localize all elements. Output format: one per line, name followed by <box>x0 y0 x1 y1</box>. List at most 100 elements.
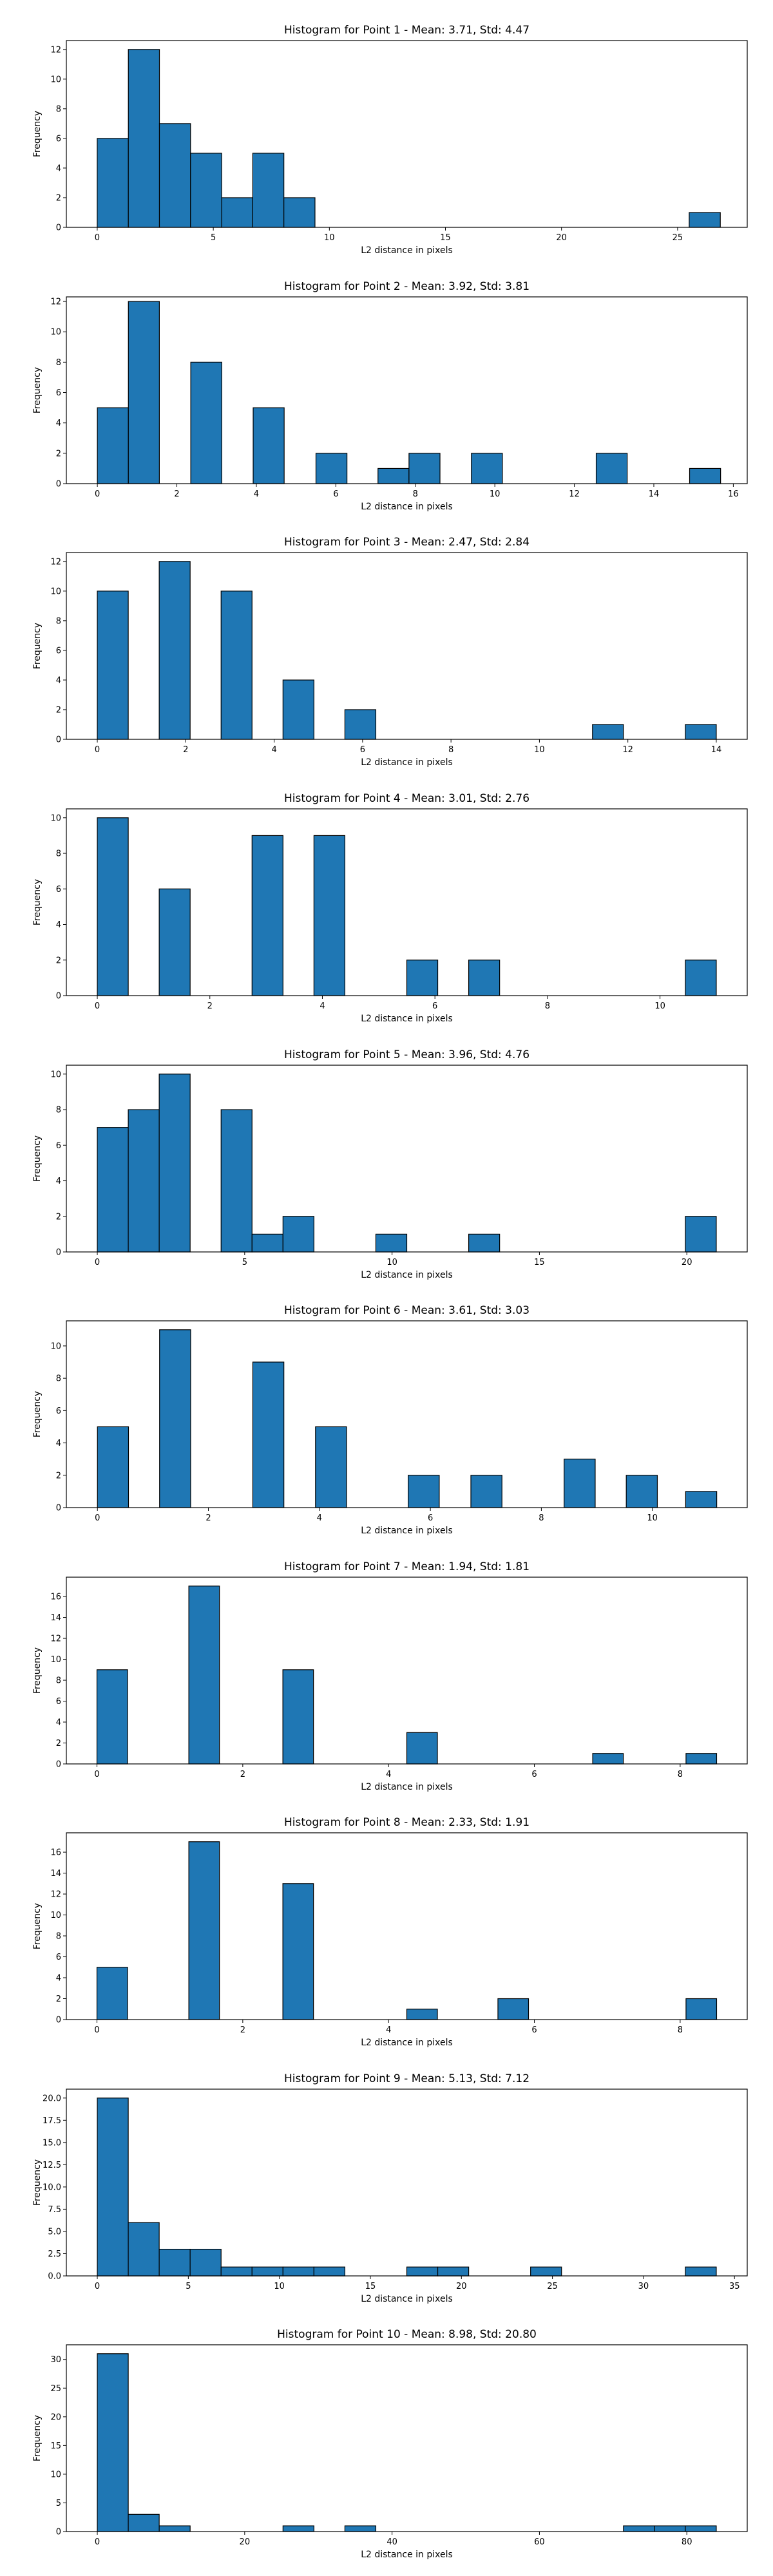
histogram-bar <box>189 2248 222 2277</box>
histogram-bar <box>685 1216 717 1253</box>
x-tick-label: 12 <box>622 745 633 755</box>
y-tick-label: 0 <box>56 1248 61 1258</box>
chart-7: Histogram for Point 7 - Mean: 1.94, Std:… <box>32 1560 748 1792</box>
x-tick-label: 0 <box>95 1001 100 1011</box>
x-tick-label: 10 <box>324 233 335 243</box>
x-tick-label: 60 <box>534 2537 545 2547</box>
plot-frame <box>66 40 748 228</box>
histogram-bar <box>685 1753 718 1765</box>
x-tick-label: 4 <box>320 1001 325 1011</box>
x-tick-label: 6 <box>428 1513 433 1523</box>
y-tick-label: 0 <box>56 1760 61 1770</box>
x-tick-label: 8 <box>448 745 453 755</box>
x-axis-label: L2 distance in pixels <box>361 2294 453 2304</box>
histogram-bar <box>128 2222 160 2277</box>
chart-6: Histogram for Point 6 - Mean: 3.61, Std:… <box>32 1304 748 1536</box>
y-tick-label: 14 <box>50 1613 61 1623</box>
y-tick-label: 5.0 <box>48 2227 61 2237</box>
y-tick-label: 6 <box>56 1141 61 1151</box>
histogram-bar <box>96 1967 128 2020</box>
x-axis-label: L2 distance in pixels <box>361 1526 453 1536</box>
y-tick-label: 4 <box>56 164 61 173</box>
x-tick-label: 0 <box>95 233 100 243</box>
x-tick-label: 35 <box>729 2282 740 2291</box>
histogram-bar <box>282 2266 314 2277</box>
x-tick-label: 0 <box>95 1258 100 1267</box>
chart-3: Histogram for Point 3 - Mean: 2.47, Std:… <box>32 536 748 768</box>
y-tick-label: 10 <box>50 587 61 596</box>
y-tick-label: 10 <box>50 1911 61 1920</box>
histogram-bar <box>158 1074 191 1253</box>
x-tick-label: 25 <box>547 2282 558 2291</box>
histogram-bar <box>97 407 129 484</box>
histogram-bar <box>375 1233 408 1253</box>
y-tick-label: 10 <box>50 2470 61 2479</box>
y-tick-label: 8 <box>56 616 61 626</box>
histogram-bar <box>344 709 377 740</box>
x-axis-label: L2 distance in pixels <box>361 1270 453 1280</box>
x-tick-label: 2 <box>240 1770 245 1779</box>
histogram-bar <box>497 1998 530 2020</box>
histogram-bar <box>128 301 160 484</box>
x-tick-label: 0 <box>94 2025 99 2035</box>
x-tick-label: 14 <box>649 489 660 499</box>
y-tick-label: 0 <box>56 992 61 1001</box>
y-tick-label: 6 <box>56 1697 61 1707</box>
histogram-bar <box>190 361 222 484</box>
histogram-bar <box>313 2266 346 2277</box>
histogram-bar <box>282 679 314 740</box>
histogram-bar <box>282 2525 314 2532</box>
y-tick-label: 8 <box>56 104 61 114</box>
y-tick-label: 12 <box>50 45 61 55</box>
histogram-bar <box>470 1475 502 1508</box>
x-tick-label: 10 <box>274 2282 285 2291</box>
histogram-bar <box>685 960 717 996</box>
plot-frame <box>66 2344 748 2532</box>
histogram-bar <box>251 1233 283 1253</box>
y-axis-label: Frequency <box>32 1391 43 1437</box>
x-tick-label: 5 <box>211 233 216 243</box>
y-axis-label: Frequency <box>32 1135 43 1182</box>
x-tick-label: 20 <box>556 233 567 243</box>
y-tick-label: 0 <box>56 2016 61 2025</box>
y-tick-label: 2 <box>56 956 61 965</box>
x-tick-label: 10 <box>654 1001 665 1011</box>
x-tick-label: 8 <box>545 1001 550 1011</box>
histogram-bar <box>592 724 624 740</box>
histogram-bar <box>128 1109 160 1253</box>
y-tick-label: 16 <box>50 1593 61 1602</box>
y-tick-label: 25 <box>50 2384 61 2394</box>
y-tick-label: 7.5 <box>48 2205 61 2215</box>
y-tick-label: 4 <box>56 1974 61 1984</box>
histogram-bar <box>97 817 129 996</box>
x-tick-label: 2 <box>207 1001 213 1011</box>
histogram-bar <box>408 1475 440 1508</box>
histogram-bar <box>685 724 717 740</box>
histogram-bar <box>377 468 410 484</box>
plot-frame <box>66 1832 748 2020</box>
x-tick-label: 8 <box>413 489 418 499</box>
y-axis-label: Frequency <box>32 623 43 669</box>
chart-title: Histogram for Point 8 - Mean: 2.33, Std:… <box>284 1816 530 1829</box>
chart-4: Histogram for Point 4 - Mean: 3.01, Std:… <box>32 792 748 1024</box>
y-tick-label: 10 <box>50 1341 61 1351</box>
y-tick-label: 8 <box>56 1676 61 1686</box>
x-tick-label: 4 <box>254 489 259 499</box>
histogram-bar <box>220 591 253 740</box>
y-tick-label: 6 <box>56 885 61 895</box>
histogram-bar <box>623 2525 655 2532</box>
chart-5: Histogram for Point 5 - Mean: 3.96, Std:… <box>32 1048 748 1280</box>
x-tick-label: 80 <box>682 2537 692 2547</box>
x-axis-label: L2 distance in pixels <box>361 2550 453 2560</box>
histogram-bar <box>97 2098 129 2277</box>
y-tick-label: 10 <box>50 328 61 337</box>
histogram-bar <box>252 1361 285 1508</box>
x-tick-label: 2 <box>183 745 188 755</box>
y-tick-label: 10 <box>50 1070 61 1079</box>
x-axis-label: L2 distance in pixels <box>361 757 453 768</box>
plot-frame <box>66 1320 748 1508</box>
histogram-bar <box>564 1459 596 1508</box>
y-tick-label: 0 <box>56 480 61 489</box>
chart-title: Histogram for Point 7 - Mean: 1.94, Std:… <box>284 1560 530 1573</box>
chart-title: Histogram for Point 4 - Mean: 3.01, Std:… <box>284 792 530 805</box>
